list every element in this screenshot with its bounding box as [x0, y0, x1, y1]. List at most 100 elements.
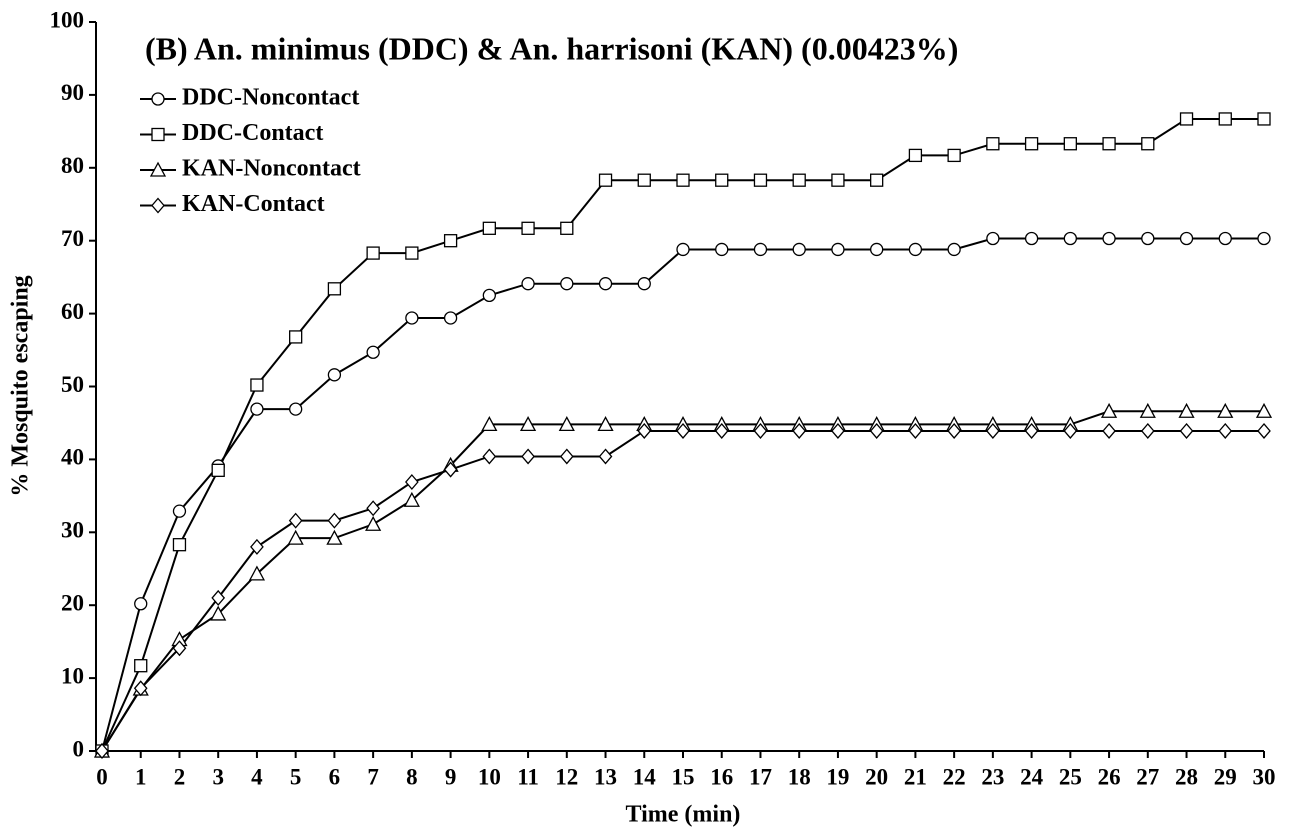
x-tick-label: 30 — [1253, 764, 1276, 789]
x-tick-label: 13 — [594, 764, 617, 789]
marker — [250, 378, 264, 392]
marker — [405, 474, 419, 490]
marker — [1179, 112, 1194, 126]
marker — [1141, 137, 1155, 151]
marker — [1218, 422, 1233, 439]
marker — [1024, 231, 1039, 246]
marker — [598, 173, 613, 187]
marker — [986, 422, 1000, 439]
x-tick-label: 6 — [329, 764, 341, 789]
y-tick-label: 20 — [61, 590, 84, 615]
y-tick-label: 40 — [61, 445, 84, 470]
y-tick-label: 30 — [61, 518, 84, 543]
marker — [521, 277, 535, 291]
x-tick-label: 20 — [865, 764, 888, 789]
marker — [1218, 231, 1232, 246]
marker — [1102, 137, 1116, 151]
y-tick-label: 50 — [61, 372, 84, 397]
marker — [327, 282, 342, 296]
marker — [443, 234, 458, 248]
x-tick-label: 24 — [1020, 764, 1044, 789]
marker — [637, 173, 651, 187]
marker — [1102, 231, 1116, 246]
marker — [869, 422, 884, 439]
marker — [715, 242, 729, 257]
marker — [831, 422, 845, 439]
marker — [870, 242, 884, 257]
marker — [558, 416, 575, 432]
marker — [366, 345, 380, 359]
marker — [326, 529, 343, 545]
x-tick-label: 16 — [710, 764, 733, 789]
legend-label: KAN-Noncontact — [182, 156, 361, 182]
marker — [365, 515, 382, 531]
x-tick-label: 1 — [135, 764, 147, 789]
x-tick-label: 3 — [212, 764, 224, 789]
marker — [482, 288, 496, 303]
marker — [598, 277, 613, 291]
marker — [248, 565, 266, 581]
x-tick-label: 9 — [445, 764, 457, 789]
y-tick-label: 60 — [61, 299, 84, 324]
marker — [1218, 112, 1232, 126]
marker — [1179, 231, 1194, 246]
marker — [481, 416, 498, 432]
marker — [211, 463, 225, 477]
legend-marker — [151, 197, 165, 214]
marker — [870, 173, 884, 187]
marker — [133, 680, 148, 697]
marker — [210, 605, 227, 621]
marker — [1063, 231, 1077, 246]
marker — [792, 173, 806, 187]
marker — [986, 137, 1000, 151]
marker — [715, 173, 729, 187]
marker — [560, 277, 574, 291]
legend-label: DDC-Noncontact — [182, 85, 359, 111]
x-tick-label: 8 — [406, 764, 418, 789]
marker — [1063, 422, 1078, 439]
marker — [405, 311, 419, 325]
x-tick-label: 4 — [251, 764, 263, 789]
marker — [597, 416, 614, 432]
marker — [908, 422, 923, 439]
marker — [637, 422, 652, 439]
marker — [1100, 402, 1118, 418]
y-tick-label: 90 — [61, 80, 84, 105]
marker — [1102, 422, 1116, 439]
marker — [327, 368, 342, 382]
marker — [1140, 422, 1155, 439]
marker — [559, 448, 574, 465]
marker — [831, 173, 845, 187]
x-tick-label: 12 — [555, 764, 578, 789]
marker — [1141, 231, 1155, 246]
marker — [443, 461, 458, 478]
marker — [1024, 137, 1039, 151]
marker — [560, 221, 574, 235]
marker — [947, 148, 961, 163]
marker — [366, 246, 380, 260]
y-axis-label: % Mosquito escaping — [8, 275, 34, 496]
y-tick-label: 70 — [61, 226, 84, 251]
marker — [714, 422, 729, 439]
marker — [1257, 422, 1271, 439]
marker — [366, 500, 380, 517]
x-tick-label: 19 — [826, 764, 849, 789]
marker — [95, 743, 109, 759]
y-tick-label: 0 — [73, 736, 85, 761]
marker — [1024, 422, 1039, 439]
legend-marker — [149, 161, 167, 177]
marker — [598, 448, 613, 465]
x-tick-label: 29 — [1214, 764, 1237, 789]
y-tick-label: 100 — [50, 7, 85, 32]
marker — [172, 504, 187, 518]
legend-label: DDC-Contact — [182, 120, 323, 146]
marker — [521, 448, 535, 465]
marker — [289, 330, 303, 344]
marker — [327, 512, 342, 529]
series-line — [101, 237, 1264, 752]
x-tick-label: 28 — [1175, 764, 1198, 789]
marker — [521, 221, 535, 235]
marker — [250, 538, 264, 555]
